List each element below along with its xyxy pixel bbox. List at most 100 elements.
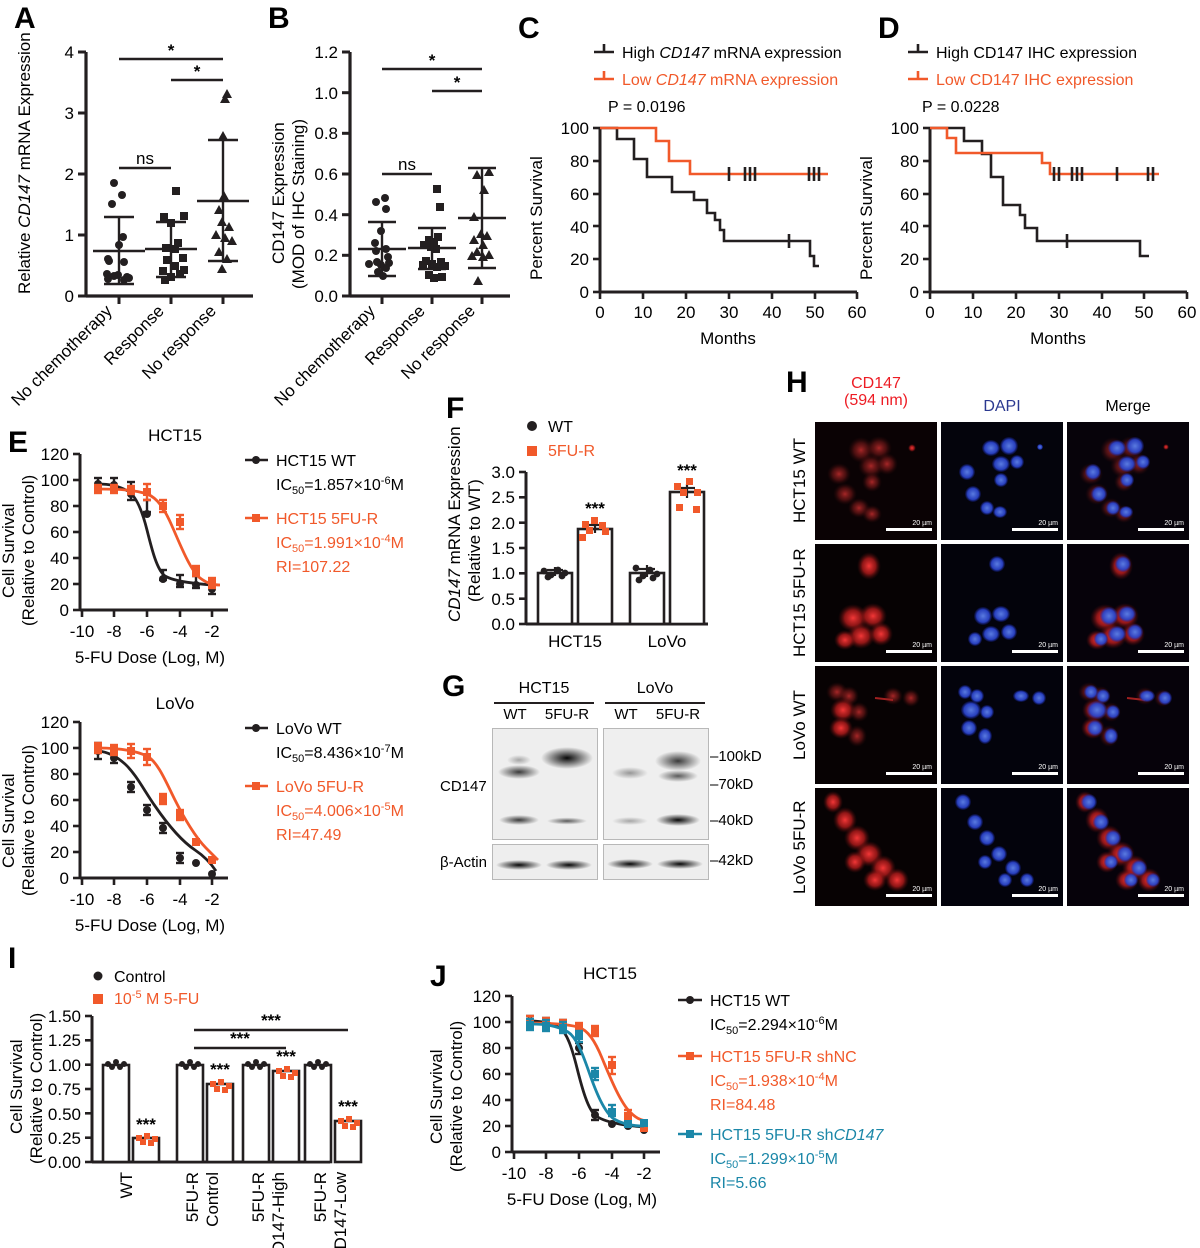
svg-text:-10: -10	[502, 1164, 527, 1183]
svg-text:WT: WT	[117, 1172, 136, 1198]
svg-text:0: 0	[60, 869, 69, 888]
panel-g-blot-actin-hct15	[492, 844, 598, 880]
svg-text:***: ***	[210, 1060, 230, 1079]
panel-e2-curve-wt	[97, 749, 218, 872]
panel-b-ylabel-2: (MOD of IHC Staining)	[289, 119, 308, 289]
panel-e2-ri: RI=47.49	[276, 827, 341, 844]
svg-text:5FU-R: 5FU-R	[311, 1172, 330, 1222]
panel-h-scalebar-r3c3	[1138, 772, 1184, 775]
svg-text:1.00: 1.00	[48, 1056, 81, 1075]
svg-text:120: 120	[41, 445, 69, 464]
svg-text:100: 100	[891, 119, 919, 138]
panel-e2-legend-5fur: LoVo 5FU-R	[276, 779, 364, 796]
svg-text:0: 0	[65, 287, 74, 306]
panel-i-chart: Cell Survival (Relative to Control) Cont…	[7, 969, 363, 1248]
panel-d-ylabel: Percent Survival	[857, 156, 876, 280]
panel-c-chart: High CD147 mRNA expression Low CD147 mRN…	[527, 44, 866, 348]
panel-h-scaletext-r4c3: 20 µm	[1164, 886, 1184, 893]
svg-text:40: 40	[570, 218, 589, 237]
panel-g: G HCT15 LoVo WT 5FU-R WT 5FU-R CD147 β-A…	[440, 672, 780, 902]
panel-i-sigbar-2: ***	[261, 1011, 281, 1030]
svg-text:4: 4	[65, 43, 74, 62]
panel-a-errorbar-2	[145, 220, 197, 279]
panel-f-legend-wt: WT	[548, 419, 573, 436]
panel-g-mw-100: –100kD	[710, 748, 762, 765]
panel-j-points-shnc	[526, 1019, 648, 1132]
svg-text:40: 40	[50, 549, 69, 568]
svg-text:0.5: 0.5	[491, 590, 515, 609]
svg-text:Control: Control	[203, 1172, 222, 1227]
panel-h-scaletext-r3c1: 20 µm	[912, 764, 932, 771]
panel-e1-ri: RI=107.22	[276, 559, 350, 576]
panel-j-chart: Cell Survival (Relative to Control) 1201…	[427, 987, 884, 1209]
panel-h-row-2: HCT15 5FU-R	[790, 548, 809, 658]
svg-text:2.5: 2.5	[491, 488, 515, 507]
panel-g-mw-40: –40kD	[710, 812, 754, 829]
panel-e1-xticks: -10 -8 -6 -4 -2	[70, 622, 220, 641]
panel-d-legend: High CD147 IHC expression Low CD147 IHC …	[908, 44, 1137, 116]
panel-g-row-cd147: CD147	[440, 778, 487, 795]
panel-f-ylabel-1: CD147 mRNA Expression	[445, 426, 464, 622]
panel-j-ic50-wt: IC50=2.294×10-6M	[710, 1015, 838, 1037]
svg-text:0: 0	[925, 303, 934, 322]
panel-e-title-hct15: HCT15	[148, 426, 202, 445]
panel-g-mw-70: –70kD	[710, 776, 754, 793]
panel-f-ylabel-2: (Relative to WT)	[465, 479, 484, 602]
panel-a-star-2: *	[168, 41, 175, 60]
panel-h-scalebar-r1c1	[886, 528, 932, 531]
svg-text:-8: -8	[106, 622, 121, 641]
svg-text:20: 20	[50, 843, 69, 862]
panel-f-yticks: 3.0 2.5 2.0 1.5 1.0 0.5 0.0	[491, 463, 515, 634]
panel-a-star-1: *	[194, 62, 201, 81]
svg-text:0.6: 0.6	[314, 165, 338, 184]
panel-j-ri-shcd147: RI=5.66	[710, 1175, 767, 1192]
panel-e2-points-wt	[94, 747, 216, 878]
panel-f-legend: WT 5FU-R	[527, 419, 595, 460]
panel-h-row-1: HCT15 WT	[790, 438, 809, 524]
panel-e1-curve-wt	[97, 482, 213, 587]
svg-text:40: 40	[1093, 303, 1112, 322]
svg-text:2: 2	[65, 165, 74, 184]
panel-f-legend-5fur: 5FU-R	[548, 443, 595, 460]
panel-i-bar-high-control	[241, 1063, 271, 1164]
svg-text:0.8: 0.8	[314, 124, 338, 143]
panel-e1-legend: HCT15 WT IC50=1.857×10-6M HCT15 5FU-R IC…	[245, 453, 404, 576]
panel-h-img-r3c3: 20 µm	[1067, 666, 1189, 784]
panel-j-title: HCT15	[583, 964, 637, 983]
svg-text:100: 100	[473, 1013, 501, 1032]
panel-e1-legend-5fur: HCT15 5FU-R	[276, 511, 378, 528]
svg-text:1.25: 1.25	[48, 1031, 81, 1050]
panel-e1-legend-wt: HCT15 WT	[276, 453, 356, 470]
panel-h-scalebar-r1c2	[1012, 528, 1058, 531]
svg-text:80: 80	[50, 765, 69, 784]
svg-text:0.4: 0.4	[314, 206, 338, 225]
svg-text:100: 100	[41, 471, 69, 490]
panel-a-errorbar-1	[93, 215, 145, 286]
panel-j-ri-shnc: RI=84.48	[710, 1097, 775, 1114]
svg-text:0.0: 0.0	[491, 615, 515, 634]
panel-g-row-actin: β-Actin	[440, 854, 487, 871]
panel-c-curve-high	[600, 126, 819, 268]
svg-text:1.5: 1.5	[491, 539, 515, 558]
svg-text:80: 80	[570, 152, 589, 171]
panel-e2-xticks: -10 -8 -6 -4 -2	[70, 890, 220, 909]
svg-text:***: ***	[276, 1047, 296, 1066]
panel-h-img-r2c2: 20 µm	[941, 544, 1063, 662]
panel-e1-curve-5fur	[97, 487, 221, 587]
panel-d-legend-high: High CD147 IHC expression	[936, 45, 1137, 62]
panel-i-bar-ctrl-control	[175, 1063, 205, 1164]
panel-f-sig-lovo: ***	[677, 461, 697, 480]
svg-text:-6: -6	[139, 890, 154, 909]
svg-text:60: 60	[1178, 303, 1197, 322]
panel-h-scalebar-r3c1	[886, 772, 932, 775]
panel-d-xticks: 0 10 20 30 40 50 60	[925, 303, 1196, 322]
panel-e2-ylabel-2: (Relative to Control)	[19, 745, 38, 896]
panel-b-errorbar-1	[358, 220, 406, 278]
panel-h-scalebar-r2c2	[1012, 650, 1058, 653]
panel-b-label: B	[268, 2, 290, 35]
panel-a-ns: ns	[136, 149, 154, 168]
panel-h-scalebar-r1c3	[1138, 528, 1184, 531]
panel-e2-xlabel: 5-FU Dose (Log, M)	[75, 916, 225, 935]
panel-e-lovo: LoVo Cell Survival (Relative to Control)…	[0, 690, 440, 950]
panel-b-yticks: 1.2 1.0 0.8 0.6 0.4 0.2 0.0	[314, 43, 338, 306]
